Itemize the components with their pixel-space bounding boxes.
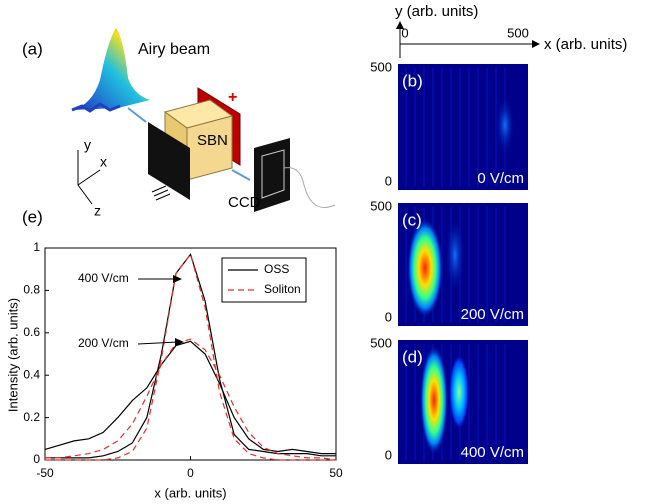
beam-arrow	[127, 107, 147, 123]
stripe	[495, 344, 497, 460]
field-label: 400 V/cm	[461, 444, 524, 461]
stripe	[414, 68, 416, 186]
beam-label: Airy beam	[138, 41, 210, 58]
airy-beam	[72, 28, 150, 110]
stripe	[495, 207, 497, 322]
stripe	[405, 344, 407, 460]
stripe	[468, 344, 470, 460]
intensity-spot	[445, 215, 465, 295]
plus-label: +	[228, 89, 237, 106]
x-tick-label: 0	[401, 25, 408, 40]
intensity-spot	[495, 95, 515, 155]
stripe	[504, 207, 506, 322]
panel-label: (c)	[402, 210, 422, 229]
y-tick-label: 0	[385, 173, 392, 188]
stripe	[450, 68, 452, 186]
stripe	[477, 207, 479, 322]
stripe	[468, 207, 470, 322]
y-tick-label: 500	[370, 335, 392, 350]
axis-x: x	[100, 154, 107, 170]
panel-label: (d)	[402, 347, 423, 366]
y-tick-label: 0	[385, 447, 392, 462]
legend-box	[221, 257, 307, 303]
y-tick-label: 0.2	[23, 410, 40, 424]
stripe	[423, 68, 425, 186]
heatmaps: y (arb. units) x (arb. units) 0 500	[395, 3, 627, 58]
stripe	[477, 68, 479, 186]
crystal-label: SBN	[197, 132, 228, 149]
y-tick-label: 0	[385, 309, 392, 324]
stripe	[504, 344, 506, 460]
x-tick-label: 50	[329, 466, 343, 480]
field-label: 200 V/cm	[461, 306, 524, 323]
arrow	[532, 40, 540, 48]
stripe	[414, 344, 416, 460]
stripe	[405, 68, 407, 186]
x-tick-label: -50	[36, 466, 54, 480]
field-label: 0 V/cm	[477, 170, 524, 187]
intensity-spot	[407, 218, 443, 318]
annotation: 200 V/cm	[78, 336, 129, 350]
panel-label: (e)	[22, 207, 43, 226]
y-tick-label: 1	[33, 240, 40, 254]
y-axis-label: Intensity (arb. units)	[5, 298, 20, 412]
ccd-window	[261, 149, 285, 199]
arrow	[396, 21, 404, 29]
coord-axes	[77, 150, 101, 205]
airy-lobes	[71, 102, 121, 113]
series-line	[45, 338, 337, 461]
y-tick-label: 0.6	[23, 325, 40, 339]
beam-arrow	[231, 169, 251, 181]
intensity-spot	[449, 354, 469, 430]
legend-label: Soliton	[264, 282, 301, 296]
y-axis-label: y (arb. units)	[395, 3, 478, 20]
legend-label: OSS	[264, 262, 289, 276]
y-tick-label: 500	[370, 198, 392, 213]
y-tick-label: 0.8	[23, 283, 40, 297]
annotation: 400 V/cm	[78, 271, 129, 285]
series-line	[45, 253, 336, 459]
schematic: (a) Airy beam SBN + CCD y x z	[22, 28, 336, 219]
panel-label: (a)	[22, 39, 43, 58]
y-tick-label: 500	[370, 59, 392, 74]
stripe	[486, 207, 488, 322]
series-line	[44, 340, 336, 455]
stripe	[486, 68, 488, 186]
x-tick-label: 0	[187, 466, 194, 480]
stripe	[441, 68, 443, 186]
intensity-spot	[420, 345, 448, 455]
stripe	[477, 344, 479, 460]
arrow-head	[175, 338, 184, 346]
legend: OSS Soliton	[221, 257, 307, 303]
x-axis-label: x (arb. units)	[154, 485, 226, 500]
annotation-arrow	[137, 341, 179, 345]
electrode-minus	[148, 122, 190, 200]
ground	[151, 185, 171, 201]
ccd	[254, 138, 290, 212]
stripe	[405, 207, 407, 322]
stripe	[468, 68, 470, 186]
stripe	[459, 68, 461, 186]
cable	[283, 167, 336, 208]
x-axis-label: x (arb. units)	[544, 36, 627, 53]
ccd-label: CCD	[228, 194, 261, 211]
y-tick-label: 0	[33, 452, 40, 466]
y-tick-label: 0.4	[23, 367, 40, 381]
arrow-head	[173, 275, 182, 283]
x-tick-label: 500	[507, 25, 529, 40]
axis-z: z	[94, 203, 101, 219]
stripe	[486, 344, 488, 460]
stripe	[432, 68, 434, 186]
panel-label: (b)	[402, 71, 423, 90]
axis-y: y	[84, 137, 91, 153]
